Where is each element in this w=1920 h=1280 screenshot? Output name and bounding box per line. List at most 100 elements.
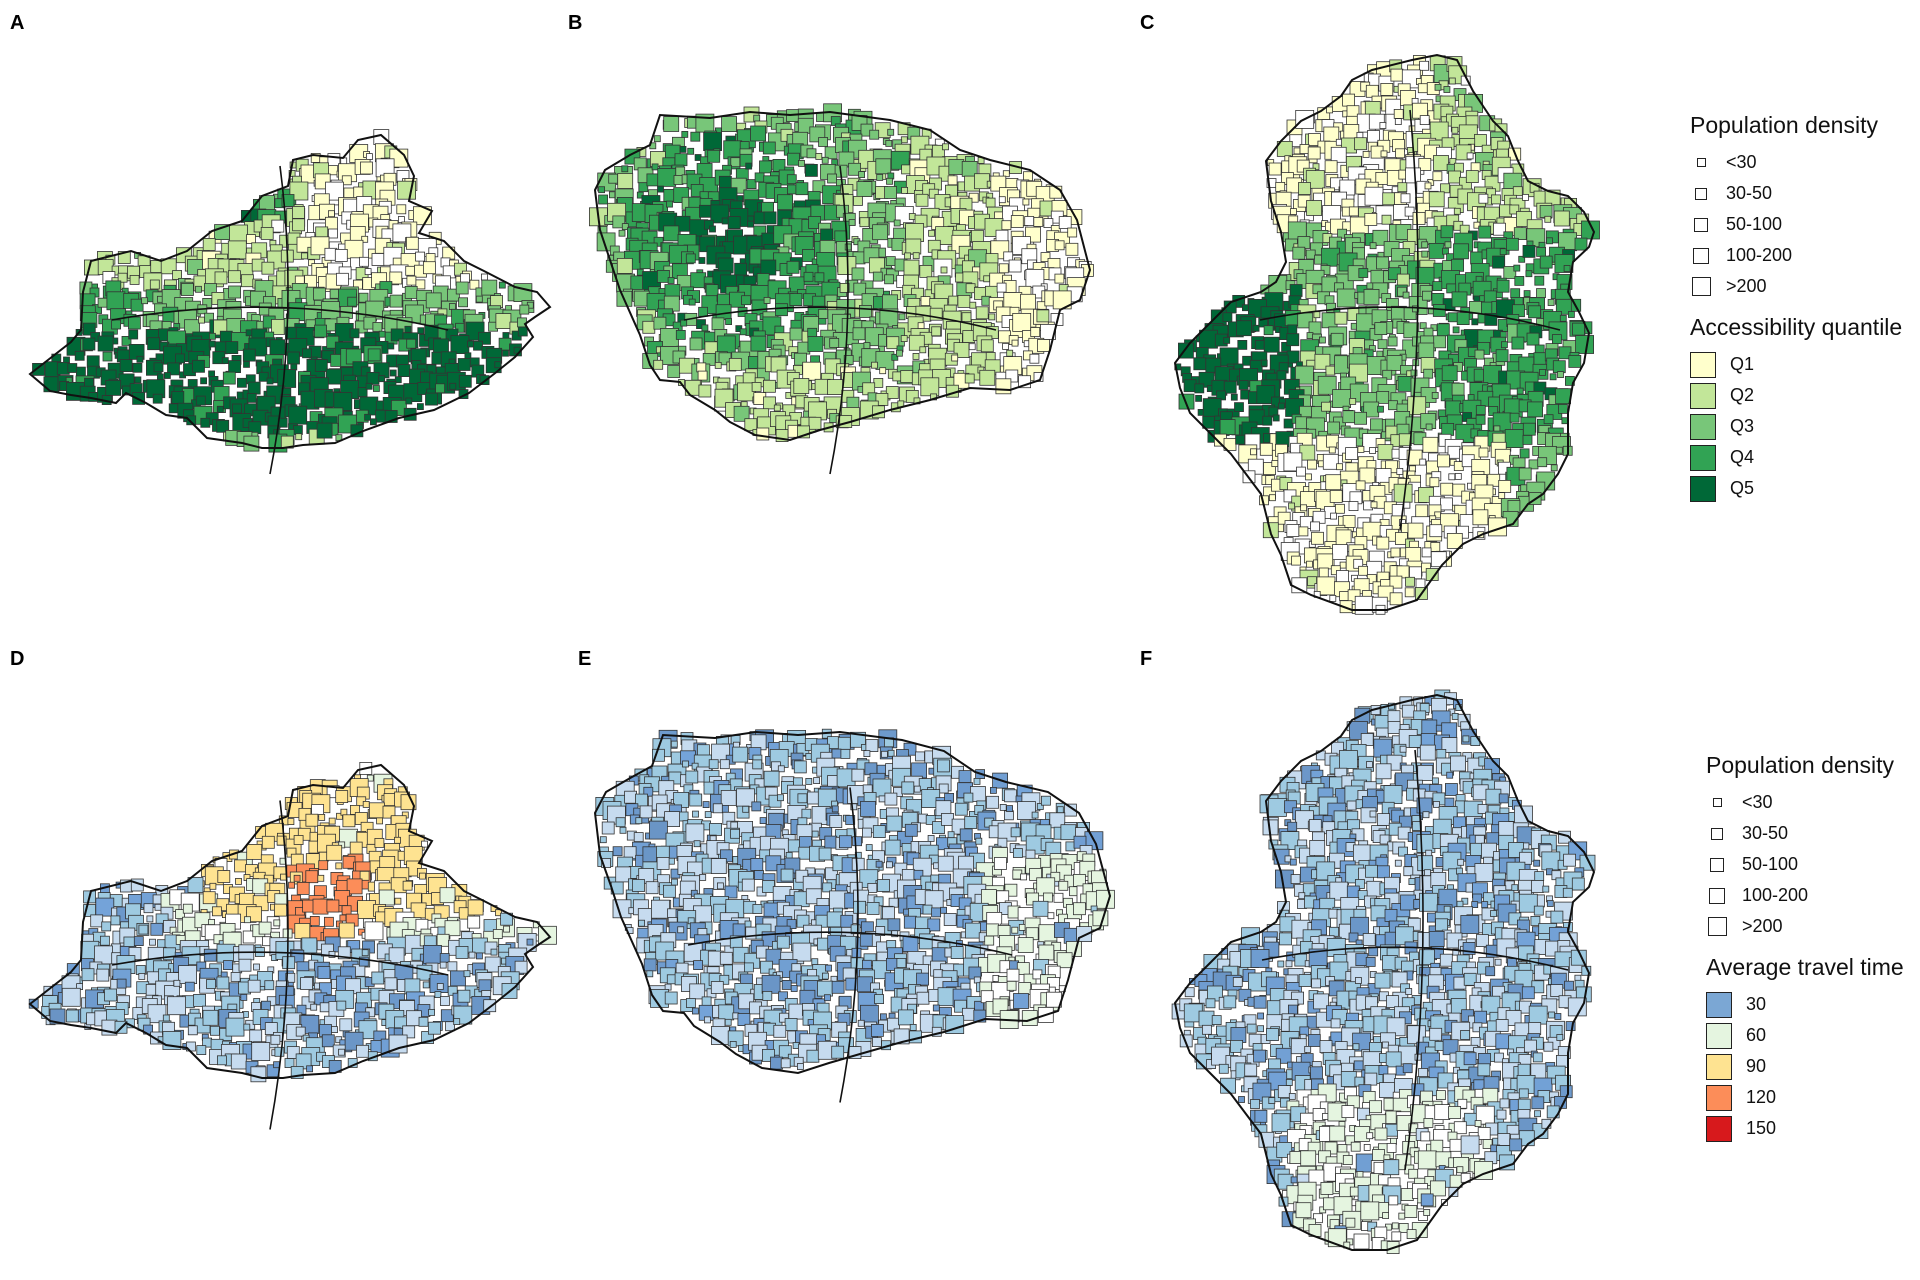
municipality-square	[1269, 494, 1276, 502]
municipality-square	[691, 762, 699, 770]
municipality-square	[885, 386, 899, 399]
municipality-square	[473, 340, 483, 351]
municipality-square	[326, 844, 343, 861]
municipality-squares	[1174, 55, 1600, 615]
municipality-square	[947, 175, 958, 186]
municipality-square	[95, 897, 115, 917]
municipality-square	[1043, 218, 1054, 228]
municipality-square	[246, 234, 256, 245]
municipality-square	[416, 403, 424, 411]
municipality-square	[1030, 327, 1041, 337]
municipality-square	[288, 405, 308, 425]
municipality-square	[948, 295, 959, 306]
municipality-square	[415, 279, 426, 290]
municipality-square	[856, 181, 873, 197]
municipality-square	[763, 396, 776, 410]
municipality-square	[1018, 923, 1026, 931]
municipality-square	[670, 740, 678, 748]
municipality-square	[202, 237, 216, 251]
municipality-square	[208, 340, 216, 348]
municipality-square	[1510, 288, 1521, 299]
municipality-square	[295, 1026, 306, 1037]
municipality-square	[1183, 379, 1197, 393]
municipality-square	[957, 294, 971, 308]
municipality-square	[1471, 318, 1479, 326]
municipality-square	[1436, 323, 1450, 337]
municipality-square	[1516, 387, 1524, 395]
municipality-square	[225, 1017, 245, 1037]
department-boundary	[683, 165, 997, 475]
municipality-square	[1381, 214, 1392, 225]
municipality-square	[439, 996, 450, 1006]
municipality-square	[184, 981, 195, 992]
municipality-square	[329, 288, 340, 299]
municipality-square	[1528, 305, 1541, 319]
map-panel-f	[1171, 689, 1596, 1254]
municipality-square	[1444, 797, 1455, 808]
municipality-square	[1402, 291, 1410, 299]
municipality-square	[1287, 324, 1298, 335]
municipality-square	[422, 261, 436, 275]
municipality-square	[1431, 292, 1445, 306]
municipality-square	[150, 922, 164, 936]
department-boundary	[1259, 109, 1561, 531]
map-panel-d	[28, 762, 557, 1130]
municipality-square	[963, 792, 974, 803]
municipality-square	[1016, 962, 1030, 976]
municipality-square	[1305, 249, 1316, 260]
municipality-square	[243, 360, 250, 368]
municipality-square	[1199, 329, 1218, 349]
municipality-square	[752, 904, 763, 914]
municipality-square	[1288, 502, 1296, 510]
municipality-square	[651, 163, 659, 171]
municipality-square	[406, 275, 417, 286]
municipality-square	[699, 873, 707, 881]
municipality-square	[128, 329, 139, 340]
municipality-square	[1469, 300, 1483, 314]
municipality-square	[475, 295, 483, 303]
municipality-square	[1419, 458, 1427, 466]
municipality-square	[366, 371, 380, 385]
municipality-square	[246, 844, 263, 860]
municipality-square	[1429, 121, 1449, 141]
municipality-square	[168, 403, 179, 414]
municipality-square	[117, 251, 131, 264]
map-panel-c	[1173, 53, 1600, 615]
municipality-square	[1397, 182, 1408, 193]
municipality-square	[147, 1004, 167, 1024]
municipality-square	[905, 238, 922, 255]
municipality-square	[74, 350, 85, 361]
municipality-square	[886, 815, 903, 832]
municipality-square	[739, 328, 747, 336]
municipality-square	[394, 376, 402, 384]
municipality-square	[1286, 350, 1300, 364]
municipality-square	[453, 1018, 461, 1026]
municipality-square	[514, 960, 528, 974]
municipality-square	[718, 1004, 735, 1021]
municipality-square	[517, 326, 528, 337]
municipality-square	[318, 860, 329, 871]
municipality-square	[1324, 160, 1338, 174]
municipality-square	[1441, 422, 1455, 436]
municipality-square	[321, 1034, 335, 1048]
municipality-square	[875, 926, 886, 937]
municipality-square	[1326, 106, 1334, 114]
municipality-square	[823, 994, 831, 1002]
municipality-square	[121, 335, 132, 346]
municipality-square	[162, 1014, 170, 1022]
municipality-square	[1006, 349, 1014, 357]
municipality-square	[821, 972, 829, 980]
municipality-square	[1297, 236, 1311, 249]
municipality-square	[1405, 167, 1422, 184]
municipality-square	[822, 882, 833, 893]
municipality-square	[643, 958, 657, 972]
municipality-square	[912, 352, 920, 360]
municipality-square	[1436, 454, 1450, 468]
municipality-square	[338, 922, 355, 939]
municipality-square	[221, 357, 229, 365]
municipality-square	[741, 878, 755, 892]
municipality-square	[182, 903, 193, 914]
municipality-square	[1498, 793, 1509, 804]
municipality-square	[734, 262, 748, 276]
municipality-square	[710, 858, 727, 875]
